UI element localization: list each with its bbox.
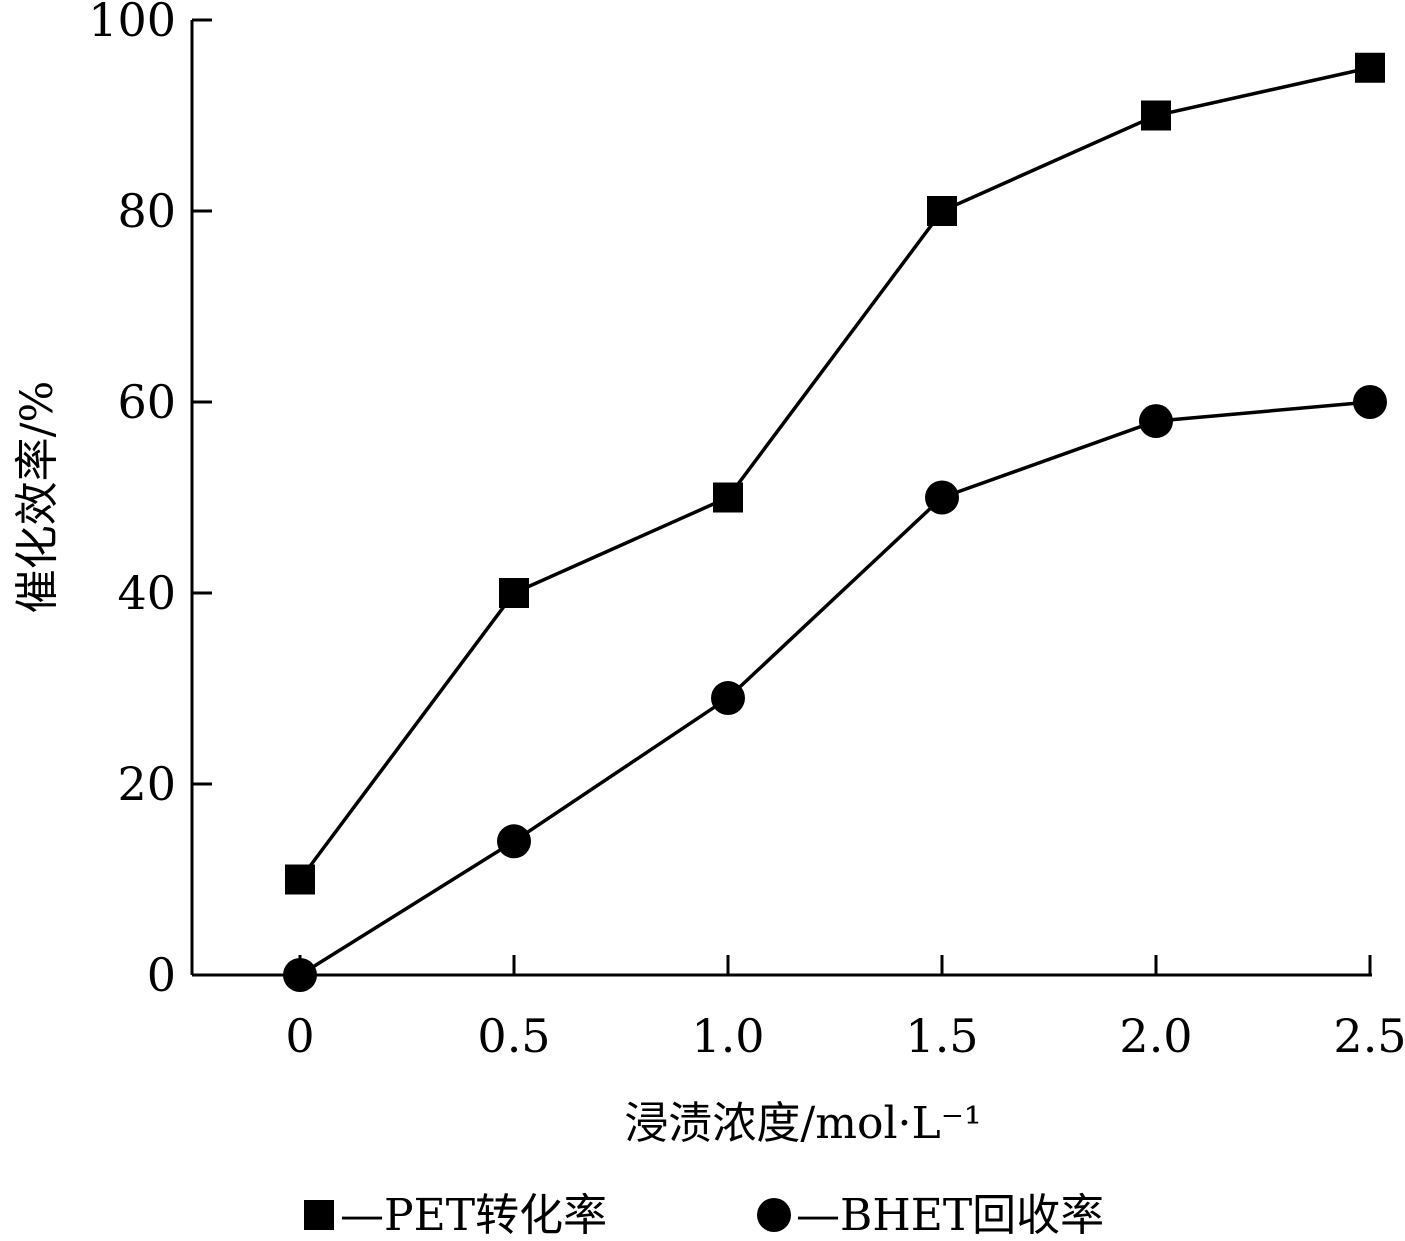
x-ticks: 0 0.5 1.0 1.5 2.0 2.5 (285, 955, 1405, 1063)
data-point-square (499, 578, 529, 608)
data-point-square (1355, 52, 1385, 83)
data-point-circle (1139, 404, 1173, 439)
y-tick-label: 20 (117, 757, 176, 811)
data-point-circle (925, 480, 959, 515)
data-point-square (1141, 100, 1171, 131)
y-tick-label: 100 (88, 0, 176, 47)
legend-label-bhet: —BHET回收率 (796, 1190, 1104, 1241)
x-axis-label: 浸渍浓度/mol·L⁻¹ (624, 1098, 981, 1149)
x-tick-label: 0.5 (477, 1009, 550, 1063)
x-tick-label: 1.0 (691, 1009, 764, 1063)
x-tick-label: 2.5 (1333, 1009, 1405, 1063)
data-point-circle (497, 824, 531, 859)
y-axis-label: 催化效率/% (12, 381, 63, 614)
data-point-circle (1353, 385, 1387, 419)
legend-label-pet: —PET转化率 (340, 1190, 607, 1241)
data-point-square (927, 196, 957, 226)
data-point-square (713, 482, 743, 513)
legend: —PET转化率 —BHET回收率 (304, 1190, 1104, 1241)
x-tick-label: 1.5 (905, 1009, 978, 1063)
x-tick-label: 0 (285, 1009, 314, 1063)
axes (190, 20, 1372, 977)
legend-marker-square (304, 1200, 334, 1230)
data-point-square (285, 864, 315, 895)
y-tick-label: 40 (117, 566, 176, 620)
y-ticks: 0 20 40 60 80 100 (88, 0, 212, 1002)
series-line (298, 66, 1371, 881)
series-square (285, 52, 1385, 895)
y-tick-label: 60 (117, 375, 176, 429)
y-tick-label: 0 (147, 948, 176, 1002)
series-line (299, 400, 1371, 977)
series-circle (283, 385, 1387, 992)
y-tick-label: 80 (117, 184, 176, 238)
x-tick-label: 2.0 (1119, 1009, 1192, 1063)
legend-marker-circle (757, 1198, 791, 1232)
data-point-circle (711, 681, 745, 716)
data-point-circle (283, 958, 317, 992)
series-layer (283, 52, 1387, 992)
